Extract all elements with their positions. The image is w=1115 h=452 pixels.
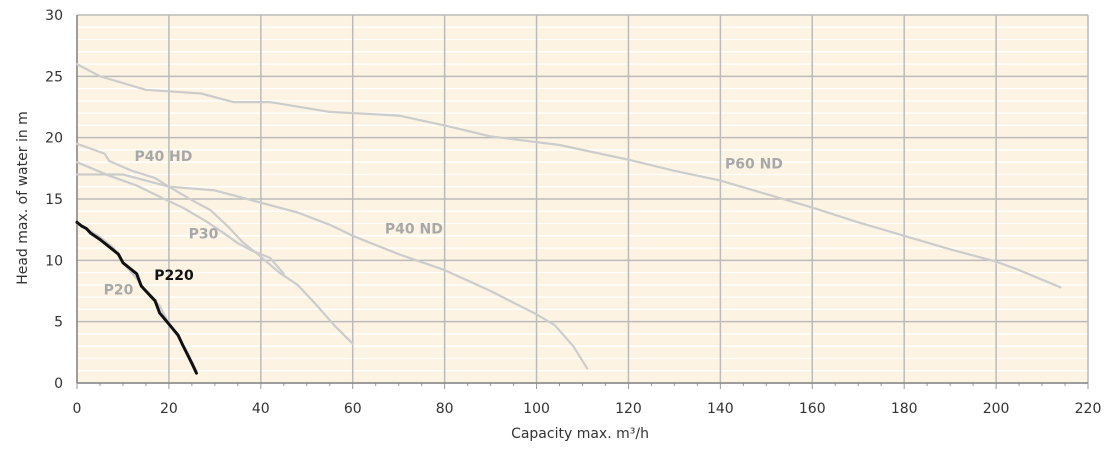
series-labels: P60 ND P40 ND P40 HD P30 P20 P220 [104, 149, 783, 299]
series-line-p220 [75, 220, 198, 375]
series-layer [75, 62, 1062, 375]
series-line-p40-nd [75, 173, 589, 370]
x-tick-label: 80 [436, 401, 454, 417]
y-tick-label: 15 [45, 192, 63, 208]
series-label-p60-nd: P60 ND [725, 156, 783, 172]
x-tick-label: 220 [1075, 401, 1102, 417]
y-tick-label: 5 [54, 315, 63, 331]
series-line-p30 [75, 161, 285, 275]
x-tick-label: 20 [160, 401, 178, 417]
series-label-p40-hd: P40 HD [134, 149, 192, 165]
series-line-p40-hd [75, 142, 354, 345]
series-label-p30: P30 [189, 226, 219, 242]
x-tick-label: 120 [615, 401, 642, 417]
x-axis-label: Capacity max. m³/h [511, 426, 649, 442]
y-tick-label: 30 [45, 8, 63, 24]
axes: 0 20 40 60 80 100 120 140 160 180 200 220 0 5 10 15 20 25… [45, 8, 1101, 417]
y-tick-label: 25 [45, 69, 63, 85]
x-tick-label: 40 [252, 401, 270, 417]
y-tick-label: 10 [45, 253, 63, 269]
series-line-p60-nd [75, 62, 1062, 289]
x-tick-label: 180 [891, 401, 918, 417]
x-tick-label: 100 [523, 401, 550, 417]
x-tick-label: 60 [344, 401, 362, 417]
x-tick-label: 200 [983, 401, 1010, 417]
y-axis-label: Head max. of water in m [15, 111, 31, 285]
series-label-p220: P220 [154, 268, 194, 284]
series-label-p20: P20 [104, 283, 134, 299]
series-label-p40-nd: P40 ND [385, 221, 443, 237]
y-tick-label: 0 [54, 376, 63, 392]
y-tick-label: 20 [45, 131, 63, 147]
x-tick-label: 140 [707, 401, 734, 417]
x-tick-label: 160 [799, 401, 826, 417]
x-tick-label: 0 [73, 401, 82, 417]
